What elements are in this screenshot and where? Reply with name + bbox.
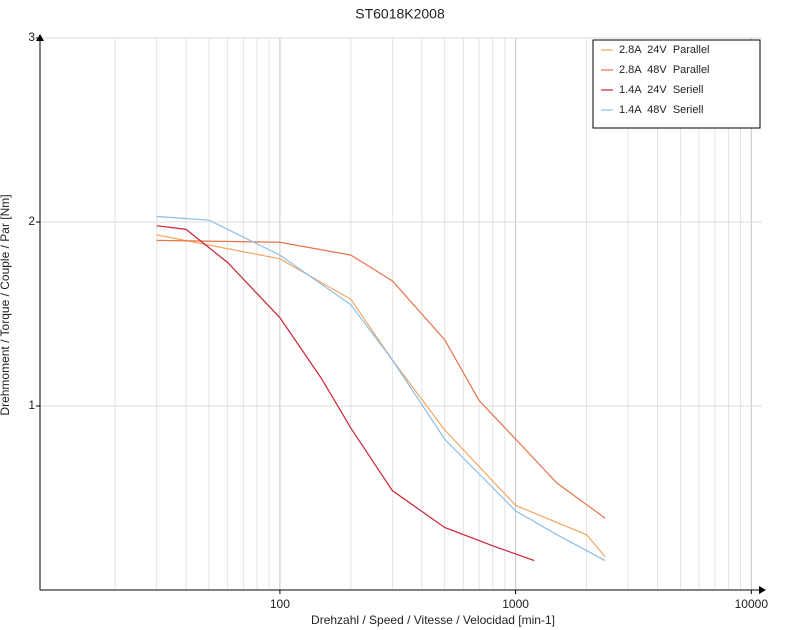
x-axis-arrow (759, 586, 766, 594)
x-tick-label: 100 (270, 597, 290, 611)
series-line (156, 225, 535, 562)
series-line (156, 239, 606, 519)
series-line (156, 234, 606, 558)
legend: 2.8A 24V Parallel 2.8A 48V Parallel 1.4A 2… (592, 39, 761, 129)
y-tick-label: 2 (28, 214, 35, 228)
x-tick-label: 10000 (735, 597, 769, 611)
legend-label: 1.4A 48V Seriell (619, 104, 703, 116)
y-tick-label: 3 (28, 30, 35, 44)
legend-label: 2.8A 48V Parallel (619, 64, 710, 76)
x-tick-label: 1000 (502, 597, 529, 611)
legend-label: 1.4A 24V Seriell (619, 84, 703, 96)
legend-label: 2.8A 24V Parallel (619, 44, 710, 56)
legend-box (592, 39, 761, 129)
y-tick-label: 1 (28, 398, 35, 412)
y-axis-label: Drehmoment / Torque / Couple / Par [Nm] (0, 194, 12, 415)
x-axis-label: Drehzahl / Speed / Vitesse / Velocidad [… (311, 613, 555, 627)
series-line (156, 215, 606, 562)
y-axis-arrow (36, 34, 44, 41)
chart-title: ST6018K2008 (355, 6, 445, 22)
